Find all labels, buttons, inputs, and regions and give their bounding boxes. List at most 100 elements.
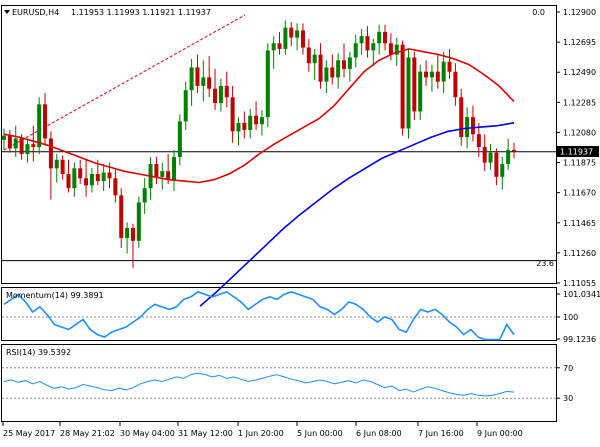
- rsi-tick-label: 30: [563, 394, 573, 403]
- price-tick-label: 1.12490: [563, 68, 596, 77]
- axis-layer: 1.12900 1.12695 1.12490 1.12285 1.12080 1.118…: [2, 8, 600, 438]
- time-tick-label: 30 May 04:00: [120, 429, 175, 438]
- candle-body: [435, 71, 440, 82]
- candle-body: [441, 61, 446, 82]
- candle-body: [201, 77, 206, 86]
- candle-body: [95, 174, 100, 182]
- price-tick-label: 1.11875: [563, 159, 596, 168]
- candle-body: [242, 122, 247, 130]
- candle-body: [371, 43, 376, 51]
- candle-body: [213, 88, 218, 103]
- time-tick-label: 28 May 21:02: [60, 429, 115, 438]
- candle-body: [78, 168, 83, 179]
- price-tick-label: 1.11260: [563, 249, 596, 258]
- ohlc-readout: 1.11953 1.11993 1.11921 1.11937: [71, 8, 211, 17]
- momentum-tick-label: 101.0341: [563, 290, 600, 299]
- candle-body: [66, 174, 71, 189]
- candle-body: [500, 164, 505, 177]
- candle-body: [224, 85, 229, 98]
- candle-body: [25, 144, 30, 155]
- candle-body: [7, 135, 12, 149]
- candle-body: [195, 67, 200, 86]
- candle-body: [177, 121, 182, 157]
- candle-body: [230, 97, 235, 132]
- candle-body: [259, 117, 264, 125]
- candle-body: [406, 57, 411, 129]
- candle-body: [488, 152, 493, 163]
- momentum-line: [3, 291, 515, 341]
- candle-body: [166, 171, 171, 180]
- rsi-tick-label: 70: [563, 364, 573, 373]
- corner-value: 0.0: [532, 8, 545, 17]
- candle-body: [330, 67, 335, 78]
- candle-body: [125, 228, 130, 238]
- candle-body: [107, 172, 112, 179]
- candle-body: [236, 122, 241, 132]
- candle-body: [130, 228, 135, 241]
- chart-header: EURUSD,H4 1.11953 1.11993 1.11921 1.1193…: [4, 8, 545, 17]
- candle-body: [412, 57, 417, 112]
- candle-body: [2, 135, 6, 140]
- candle-body: [306, 47, 311, 64]
- candle-body: [447, 61, 452, 72]
- candle-body: [248, 115, 253, 130]
- candle-body: [424, 71, 429, 78]
- candle-body: [429, 71, 434, 78]
- candle-body: [84, 178, 89, 186]
- candle-body: [172, 156, 176, 180]
- price-tick-label: 1.12080: [563, 128, 596, 137]
- candle-body: [101, 172, 106, 182]
- candle-body: [113, 178, 118, 196]
- candle-body: [377, 31, 382, 44]
- candle-body: [283, 27, 288, 49]
- momentum-tick-label: 99.1236: [563, 335, 596, 344]
- candle-body: [37, 104, 42, 147]
- time-tick-label: 6 Jun 08:00: [356, 429, 402, 438]
- rsi-layer: [2, 367, 556, 399]
- candle-body: [265, 50, 270, 118]
- momentum-title: Momentum(14) 99.3891: [6, 291, 104, 300]
- dropdown-triangle-icon[interactable]: [4, 10, 10, 14]
- price-tick-label: 1.12285: [563, 98, 596, 107]
- candle-body: [324, 67, 329, 82]
- time-tick-label: 5 Jun 00:00: [297, 429, 343, 438]
- candle-body: [318, 54, 323, 82]
- momentum-tick-label: 100: [563, 313, 578, 322]
- candle-body: [312, 54, 317, 64]
- candle-body: [300, 30, 305, 48]
- candle-body: [289, 27, 294, 38]
- candle-body: [207, 77, 212, 89]
- candle-body: [218, 85, 223, 103]
- candle-body: [465, 117, 470, 138]
- candle-body: [119, 195, 124, 238]
- candle-body: [342, 60, 346, 69]
- candle-body: [383, 31, 388, 44]
- candle-body: [13, 138, 18, 149]
- candle-body: [512, 149, 516, 152]
- momentum-layer: [2, 291, 556, 341]
- candle-body: [154, 164, 159, 177]
- candle-body: [295, 30, 300, 38]
- candle-body: [183, 90, 188, 122]
- candle-body: [388, 43, 393, 55]
- current-price-label: 1.11937: [560, 148, 593, 157]
- candle-body: [254, 115, 259, 125]
- rsi-line: [3, 372, 515, 397]
- candle-body: [336, 60, 341, 78]
- candle-body: [459, 97, 464, 138]
- candle-body: [347, 57, 352, 69]
- candle-body: [160, 171, 165, 177]
- current-price-box: [557, 146, 599, 157]
- candle-body: [142, 188, 147, 203]
- time-tick-label: 31 May 12:00: [178, 429, 233, 438]
- candle-body: [271, 43, 276, 51]
- rsi-title: RSI(14) 39.5392: [6, 348, 71, 357]
- price-tick-label: 1.11465: [563, 219, 596, 228]
- candle-body: [136, 202, 141, 241]
- price-tick-label: 1.11055: [563, 279, 596, 288]
- candle-body: [277, 43, 282, 49]
- price-tick-label: 1.11670: [563, 189, 596, 198]
- ma-fast-line: [3, 48, 515, 184]
